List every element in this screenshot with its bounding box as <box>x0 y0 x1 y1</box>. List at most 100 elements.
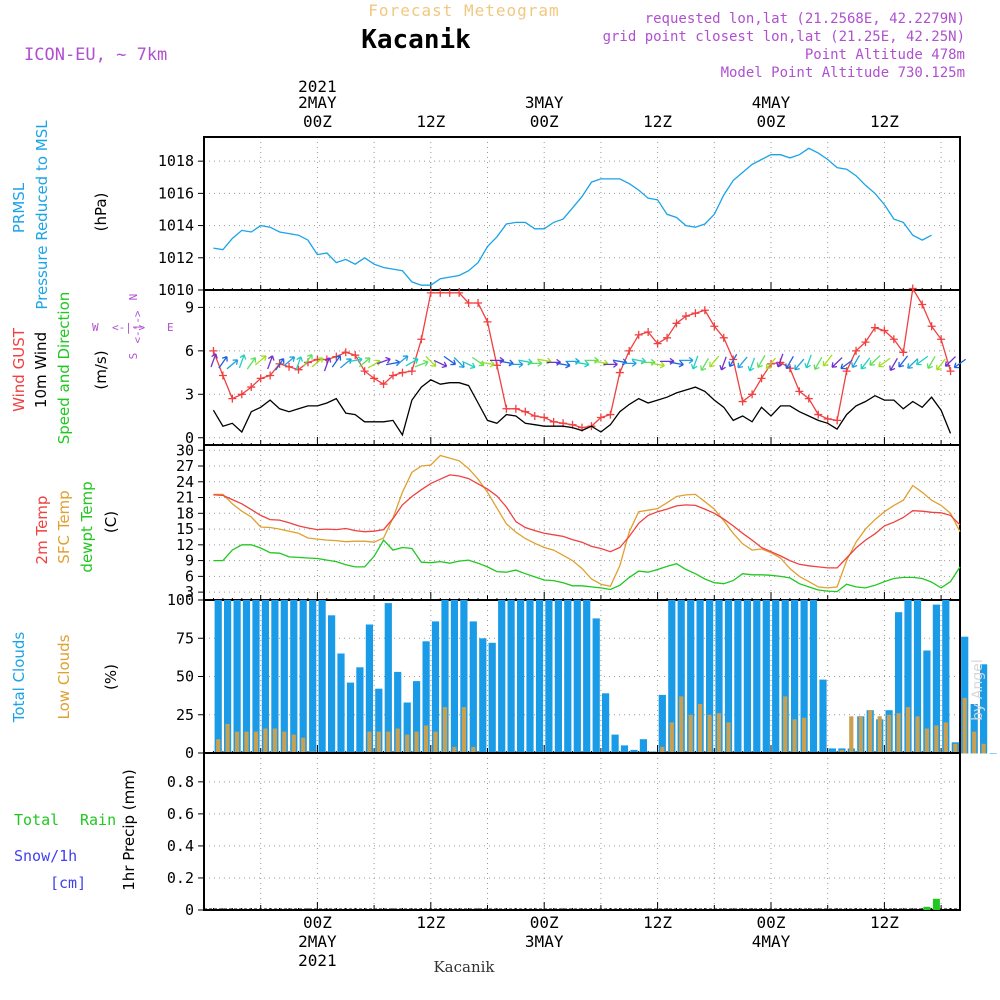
wind-direction-arrow <box>267 355 275 370</box>
panel-border <box>203 752 961 911</box>
wind-arrow-shape <box>831 357 843 368</box>
wind-direction-arrow <box>813 357 823 371</box>
temp-unit: (C) <box>102 511 120 533</box>
cloud-total-bar <box>441 600 449 754</box>
cloud-low-bar <box>783 696 788 754</box>
gust-line <box>212 286 952 429</box>
gust-marker <box>757 374 766 383</box>
cloud-low-bar <box>263 728 268 754</box>
wind-direction-arrow <box>907 358 919 369</box>
wind-arrow-shape <box>794 358 805 371</box>
wind-arrow-shape <box>804 354 812 369</box>
wind-arrow-shape <box>822 354 833 367</box>
wind-direction-arrow <box>869 355 881 366</box>
panel-border <box>203 444 961 601</box>
gust-marker <box>417 335 426 344</box>
cloud-low-bar <box>442 707 448 754</box>
wind-arrow-shape <box>508 360 524 368</box>
panel-prmsl: 1010 1012 1014 1016 1018 <box>158 136 961 299</box>
wind-arrow-shape <box>700 358 709 372</box>
gust-marker <box>823 414 832 423</box>
cloud-total-bar <box>384 603 392 754</box>
wind-arrow-shape <box>311 357 324 368</box>
chart-title: Forecast Meteogram <box>368 1 559 20</box>
wind-direction-arrow <box>776 353 784 368</box>
ytick-label: 12 <box>176 536 194 554</box>
rain-bar <box>932 898 940 910</box>
gust-marker <box>691 309 700 318</box>
wind-arrow-shape <box>267 355 275 370</box>
top-hour-label: 12Z <box>870 112 899 131</box>
ytick-label: 0.2 <box>167 869 194 887</box>
top-date-label: 4MAY <box>752 93 791 112</box>
wind-arrow-shape <box>756 355 766 369</box>
wind-direction-arrow <box>936 358 946 371</box>
cloud-low-bar <box>915 716 920 754</box>
wind-arrow-shape <box>556 361 571 369</box>
wind-direction-arrow <box>295 356 303 371</box>
wind-arrow-shape <box>889 358 898 372</box>
rain-bar <box>923 906 931 910</box>
wind-direction-arrow <box>348 356 363 364</box>
wind-arrow-shape <box>679 356 694 364</box>
wind-direction-arrow <box>840 359 853 370</box>
wind-direction-arrow <box>944 356 956 367</box>
top-hour-label: 12Z <box>416 112 445 131</box>
cloud-low-bar <box>386 731 391 754</box>
bottom-hour-label: 00Z <box>757 913 786 932</box>
bottom-hour-label: 12Z <box>870 913 899 932</box>
cloud-total-bar <box>517 600 525 754</box>
wind-direction-arrow <box>728 354 738 368</box>
cloud-low-bar <box>716 713 722 754</box>
cloud-low-bar <box>414 731 419 754</box>
ytick-label: 0.6 <box>167 805 194 823</box>
wind-arrow-shape <box>275 358 285 371</box>
cloud-total-bar <box>781 600 789 754</box>
gust-marker <box>625 346 634 355</box>
wind-arrow-shape <box>709 355 720 368</box>
panel-wind: 0 3 6 9 <box>185 284 967 447</box>
wind-arrow-shape <box>915 355 929 366</box>
cloud-total-bar <box>318 600 326 754</box>
gust-marker <box>389 371 397 380</box>
panels: 1010101210141016101803693691215182124273… <box>158 136 997 919</box>
cloud-total-bar <box>564 600 572 754</box>
wind-direction-arrow <box>323 357 332 372</box>
gust-marker <box>483 317 492 326</box>
cloud-total-bar <box>828 748 836 754</box>
wind-arrow-shape <box>433 359 448 369</box>
cloud-low-bar <box>433 731 438 754</box>
cloud-total-bar <box>507 600 515 754</box>
gust-marker <box>899 348 908 357</box>
wind-arrow-shape <box>719 356 727 371</box>
bottom-hour-label: 00Z <box>303 913 332 932</box>
panel-clouds: 0 25 50 75 100 <box>167 591 997 762</box>
wind-arrow-shape <box>747 357 756 372</box>
wind-arrow-shape <box>323 357 332 372</box>
wind-direction-arrow <box>527 359 543 367</box>
wind-arrow-shape <box>869 355 881 366</box>
gust-marker <box>814 410 823 419</box>
cloud-low-bar <box>924 728 929 754</box>
wind-direction-arrow <box>218 356 228 369</box>
temp-2m-label: 2m Temp <box>33 496 51 565</box>
gust-marker <box>634 330 643 339</box>
wind-direction-arrow <box>641 358 656 366</box>
wind-direction-arrow <box>794 358 805 371</box>
cloud-total-bar <box>403 702 411 754</box>
cloud-low-bar <box>424 725 429 754</box>
bottom-hour-label: 12Z <box>416 913 445 932</box>
wind-direction-arrow <box>376 356 391 365</box>
gust-marker <box>351 351 360 360</box>
wind-arrow-shape <box>860 357 871 370</box>
pressure-line <box>213 147 932 286</box>
dewpt-line <box>213 539 961 593</box>
wind-direction-arrow <box>669 360 684 368</box>
wind-direction-arrow <box>275 358 285 371</box>
cloud-total-bar <box>460 600 468 754</box>
legend-rain: Rain <box>80 811 116 829</box>
gust-marker <box>842 367 851 376</box>
cloud-total-bar <box>290 600 298 754</box>
ytick-label: 6 <box>185 342 194 360</box>
wind-unit: (m/s) <box>92 350 110 389</box>
